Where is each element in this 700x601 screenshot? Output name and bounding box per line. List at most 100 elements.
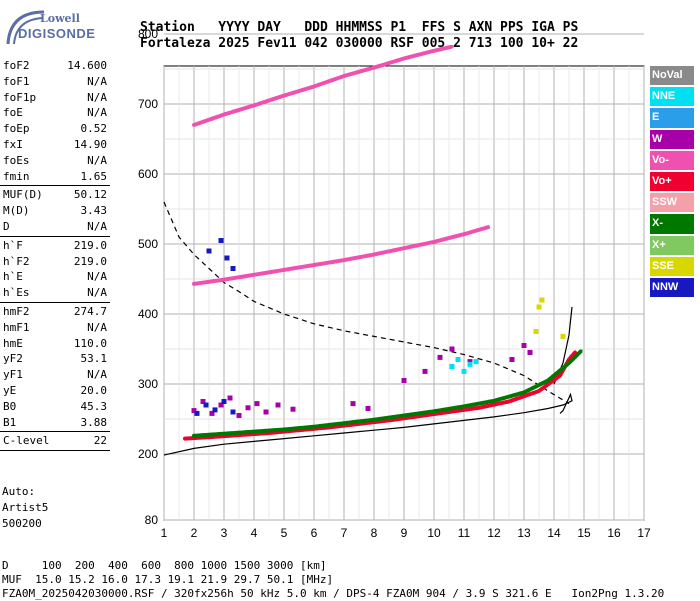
echo-point (275, 402, 281, 408)
param-row: foF1p N/A (0, 90, 110, 106)
echo-point (282, 94, 286, 98)
x-tick-label: 16 (607, 526, 621, 540)
param-name: M(D) (3, 204, 30, 218)
echo-point (365, 406, 371, 411)
param-name: fmin (3, 169, 30, 183)
param-name: fxI (3, 137, 23, 151)
param-value: 53.1 (80, 352, 108, 366)
param-name: B0 (3, 399, 17, 413)
echo-point (192, 123, 196, 127)
param-name: h`F (3, 238, 23, 252)
echo-point (558, 374, 562, 378)
param-row: foEp 0.52 (0, 121, 110, 137)
x-tick-label: 8 (371, 526, 378, 540)
x-tick-label: 9 (401, 526, 408, 540)
param-row: yE 20.0 (0, 383, 110, 399)
echo-point (237, 433, 241, 437)
param-row: D N/A (0, 219, 110, 235)
param-value: 219.0 (73, 254, 107, 268)
x-tick-label: 10 (427, 526, 441, 540)
echo-point (437, 354, 443, 360)
footer-file-info: FZA0M_2025042030000.RSF / 320fx256h 50 k… (2, 587, 665, 600)
echo-point (422, 368, 428, 374)
echo-point (521, 343, 527, 348)
echo-point (290, 406, 296, 412)
echo-point (357, 422, 361, 426)
param-name: hmF1 (3, 320, 30, 334)
y-tick-label: 80 (145, 513, 159, 527)
legend-item: SSE (650, 256, 694, 276)
echo-point (222, 113, 226, 116)
param-row: h`F2 219.0 (0, 254, 110, 270)
echo-point (372, 253, 376, 256)
param-separator (0, 450, 110, 452)
legend-item: E (650, 108, 694, 128)
param-value: 219.0 (73, 238, 107, 252)
echo-point (467, 361, 473, 367)
echo-point (282, 428, 286, 431)
legend-item: SSW (650, 193, 694, 213)
param-row: foE N/A (0, 105, 110, 121)
echo-point (206, 248, 212, 254)
echo-point (539, 297, 545, 303)
param-value: 274.7 (73, 304, 107, 318)
echo-point (537, 389, 541, 393)
echo-point (462, 404, 466, 408)
param-row: fmin 1.65 (0, 169, 110, 185)
param-row: B1 3.88 (0, 415, 110, 431)
echo-point (573, 351, 577, 354)
echo-point (417, 414, 421, 418)
echo-point (473, 359, 479, 365)
param-name: foE (3, 106, 23, 120)
echo-point (194, 410, 200, 416)
station-header: Station YYYY DAY DDD HHMMSS P1 FFS S AXN… (140, 20, 578, 52)
param-row: hmF2 274.7 (0, 304, 110, 320)
legend-item: X- (650, 214, 694, 234)
echo-point (327, 425, 331, 429)
y-tick-label: 400 (138, 307, 158, 321)
echo-point (372, 66, 376, 70)
y-tick-label: 600 (138, 167, 158, 181)
x-tick-label: 11 (458, 526, 471, 540)
echo-point (207, 435, 211, 439)
digisonde-logo: Lowell DIGISONDE (4, 6, 95, 46)
param-separator (0, 185, 110, 187)
param-row: h`F 219.0 (0, 238, 110, 254)
echo-point (254, 401, 260, 407)
logo-lowell: Lowell (40, 12, 80, 25)
auto-artist: Artist5 (2, 501, 49, 514)
echo-point (222, 432, 226, 436)
echo-point (230, 409, 236, 415)
x-tick-label: 6 (311, 526, 318, 540)
echo-point (567, 358, 571, 361)
x-tick-label: 7 (341, 526, 348, 540)
echo-point (462, 232, 466, 236)
logo-digisonde: DIGISONDE (18, 26, 96, 41)
param-value: 14.90 (73, 137, 107, 151)
param-value: 3.88 (80, 415, 108, 429)
echo-trace (183, 350, 577, 441)
echo-point (449, 346, 455, 352)
echo-point (252, 103, 256, 107)
param-row: yF2 53.1 (0, 351, 110, 367)
auto-code: 500200 (2, 517, 42, 530)
echo-point (252, 273, 256, 277)
param-row: hmE 110.0 (0, 336, 110, 352)
echo-trace (192, 44, 454, 127)
param-name: foEs (3, 153, 30, 167)
x-tick-label: 1 (161, 526, 168, 540)
param-name: hmE (3, 336, 23, 350)
echo-point (203, 402, 209, 408)
profile-curve (163, 392, 573, 456)
param-name: MUF(D) (3, 188, 43, 202)
y-tick-label: 300 (138, 377, 158, 391)
param-value: N/A (87, 320, 107, 334)
param-row: h`Es N/A (0, 285, 110, 301)
y-tick-label: 800 (138, 27, 158, 41)
x-tick-label: 14 (547, 526, 561, 540)
x-tick-label: 15 (577, 526, 591, 540)
param-name: yF2 (3, 352, 23, 366)
echo-point (227, 395, 233, 401)
echo-point (402, 57, 406, 60)
echo-point (372, 418, 376, 422)
